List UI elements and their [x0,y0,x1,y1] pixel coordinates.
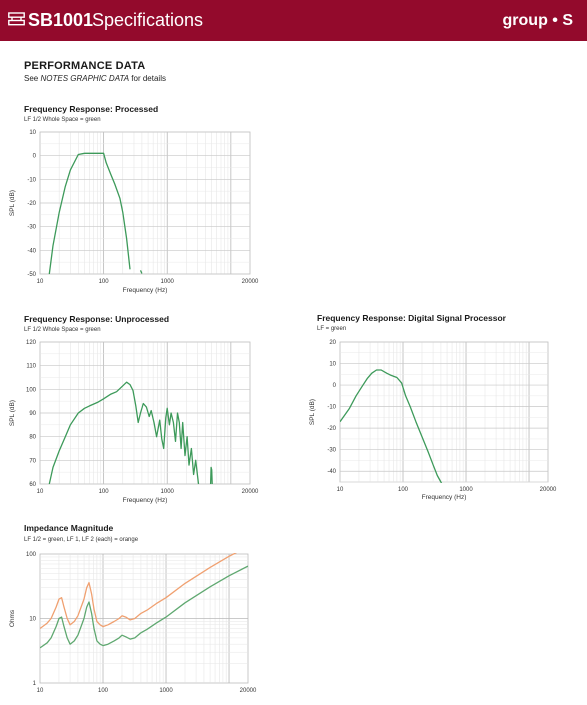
x-tick-label: 10 [37,688,44,694]
chart-title-processed: Frequency Response: Processed [24,104,159,114]
series-line [48,381,200,485]
series-line [340,369,443,483]
y-tick-label: -20 [27,201,36,207]
x-tick-label: 100 [99,279,110,285]
chart-legend-processed: LF 1/2 Whole Space = green [24,117,101,123]
chart-title-dsp: Frequency Response: Digital Signal Proce… [317,313,506,323]
series-line [139,270,143,274]
y-tick-label: 100 [26,552,37,558]
speaker-array-icon [8,12,25,26]
x-axis-label: Frequency (Hz) [123,497,168,504]
chart-legend-unprocessed: LF 1/2 Whole Space = green [24,327,101,333]
y-tick-label: 80 [29,435,36,441]
y-tick-label: -40 [27,248,36,254]
y-axis-label: SPL (dB) [9,400,16,426]
series-line [209,466,213,485]
y-tick-label: -10 [327,405,336,411]
grid [40,554,248,683]
x-tick-label: 100 [398,487,409,493]
x-tick-label: 20000 [242,279,259,285]
y-tick-label: -50 [27,272,36,278]
y-tick-label: 1 [33,681,37,687]
y-tick-label: -20 [327,426,336,432]
section-title: PERFORMANCE DATA [24,60,146,72]
chart-processed: 10 100 1000 20000100-10-20-30-40-50Frequenc… [9,130,259,294]
x-tick-label: 20000 [540,487,557,493]
y-tick-label: 10 [29,130,36,136]
series-line [40,565,248,649]
y-tick-label: 0 [33,154,37,160]
y-tick-label: 60 [29,482,36,488]
model-name: SB1001 [28,10,94,30]
y-tick-label: -40 [327,469,336,475]
x-tick-label: 100 [98,688,109,694]
y-axis-label: SPL (dB) [309,399,316,425]
note-prefix: See [24,74,41,83]
grid [40,131,250,275]
y-tick-label: 70 [29,458,36,464]
note-reference: NOTES GRAPHIC DATA [40,74,130,83]
brand-name: group • S [502,12,573,29]
x-tick-label: 20000 [242,489,259,495]
x-tick-label: 10 [37,279,44,285]
y-tick-label: -10 [27,177,36,183]
y-axis-label: Ohms [9,609,16,627]
chart-unprocessed: 10 100 1000 20000 120 110 100 90 80 70 60 Frequency… [9,340,259,504]
chart-legend-dsp: LF = green [317,326,347,332]
chart-dsp: 10 100 1000 2000020100-10-20-30-40Frequency… [309,340,557,501]
x-tick-label: 1000 [459,487,473,493]
x-axis-label: Frequency (Hz) [123,287,168,294]
x-tick-label: 100 [99,489,110,495]
chart-title-impedance: Impedance Magnitude [24,523,114,533]
x-tick-label: 10 [37,489,44,495]
y-tick-label: 20 [329,340,336,346]
header-bar: SB1001 Specifications group • S [0,0,587,41]
section-note: See NOTES GRAPHIC DATA for details [24,74,166,83]
note-suffix: for details [129,74,166,83]
series-line [40,553,237,630]
y-axis-label: SPL (dB) [9,190,16,216]
x-tick-label: 1000 [161,489,175,495]
page-title: Specifications [92,10,204,30]
y-tick-label: 10 [329,362,336,368]
y-tick-label: 90 [29,411,36,417]
y-tick-label: 100 [26,387,37,393]
y-tick-label: 10 [29,617,36,623]
grid [340,341,548,483]
chart-legend-impedance: LF 1/2 = green, LF 1, LF 2 (each) = oran… [24,537,139,543]
x-tick-label: 1000 [159,688,173,694]
y-tick-label: -30 [327,448,336,454]
x-tick-label: 10 [337,487,344,493]
series-line [48,152,131,275]
y-tick-label: -30 [27,225,36,231]
x-tick-label: 20000 [240,688,257,694]
y-tick-label: 110 [26,364,36,370]
y-tick-label: 120 [26,340,37,346]
y-tick-label: 0 [333,383,337,389]
plot-area [339,341,549,483]
x-tick-label: 1000 [161,279,175,285]
x-axis-label: Frequency (Hz) [422,494,467,501]
chart-title-unprocessed: Frequency Response: Unprocessed [24,314,170,324]
